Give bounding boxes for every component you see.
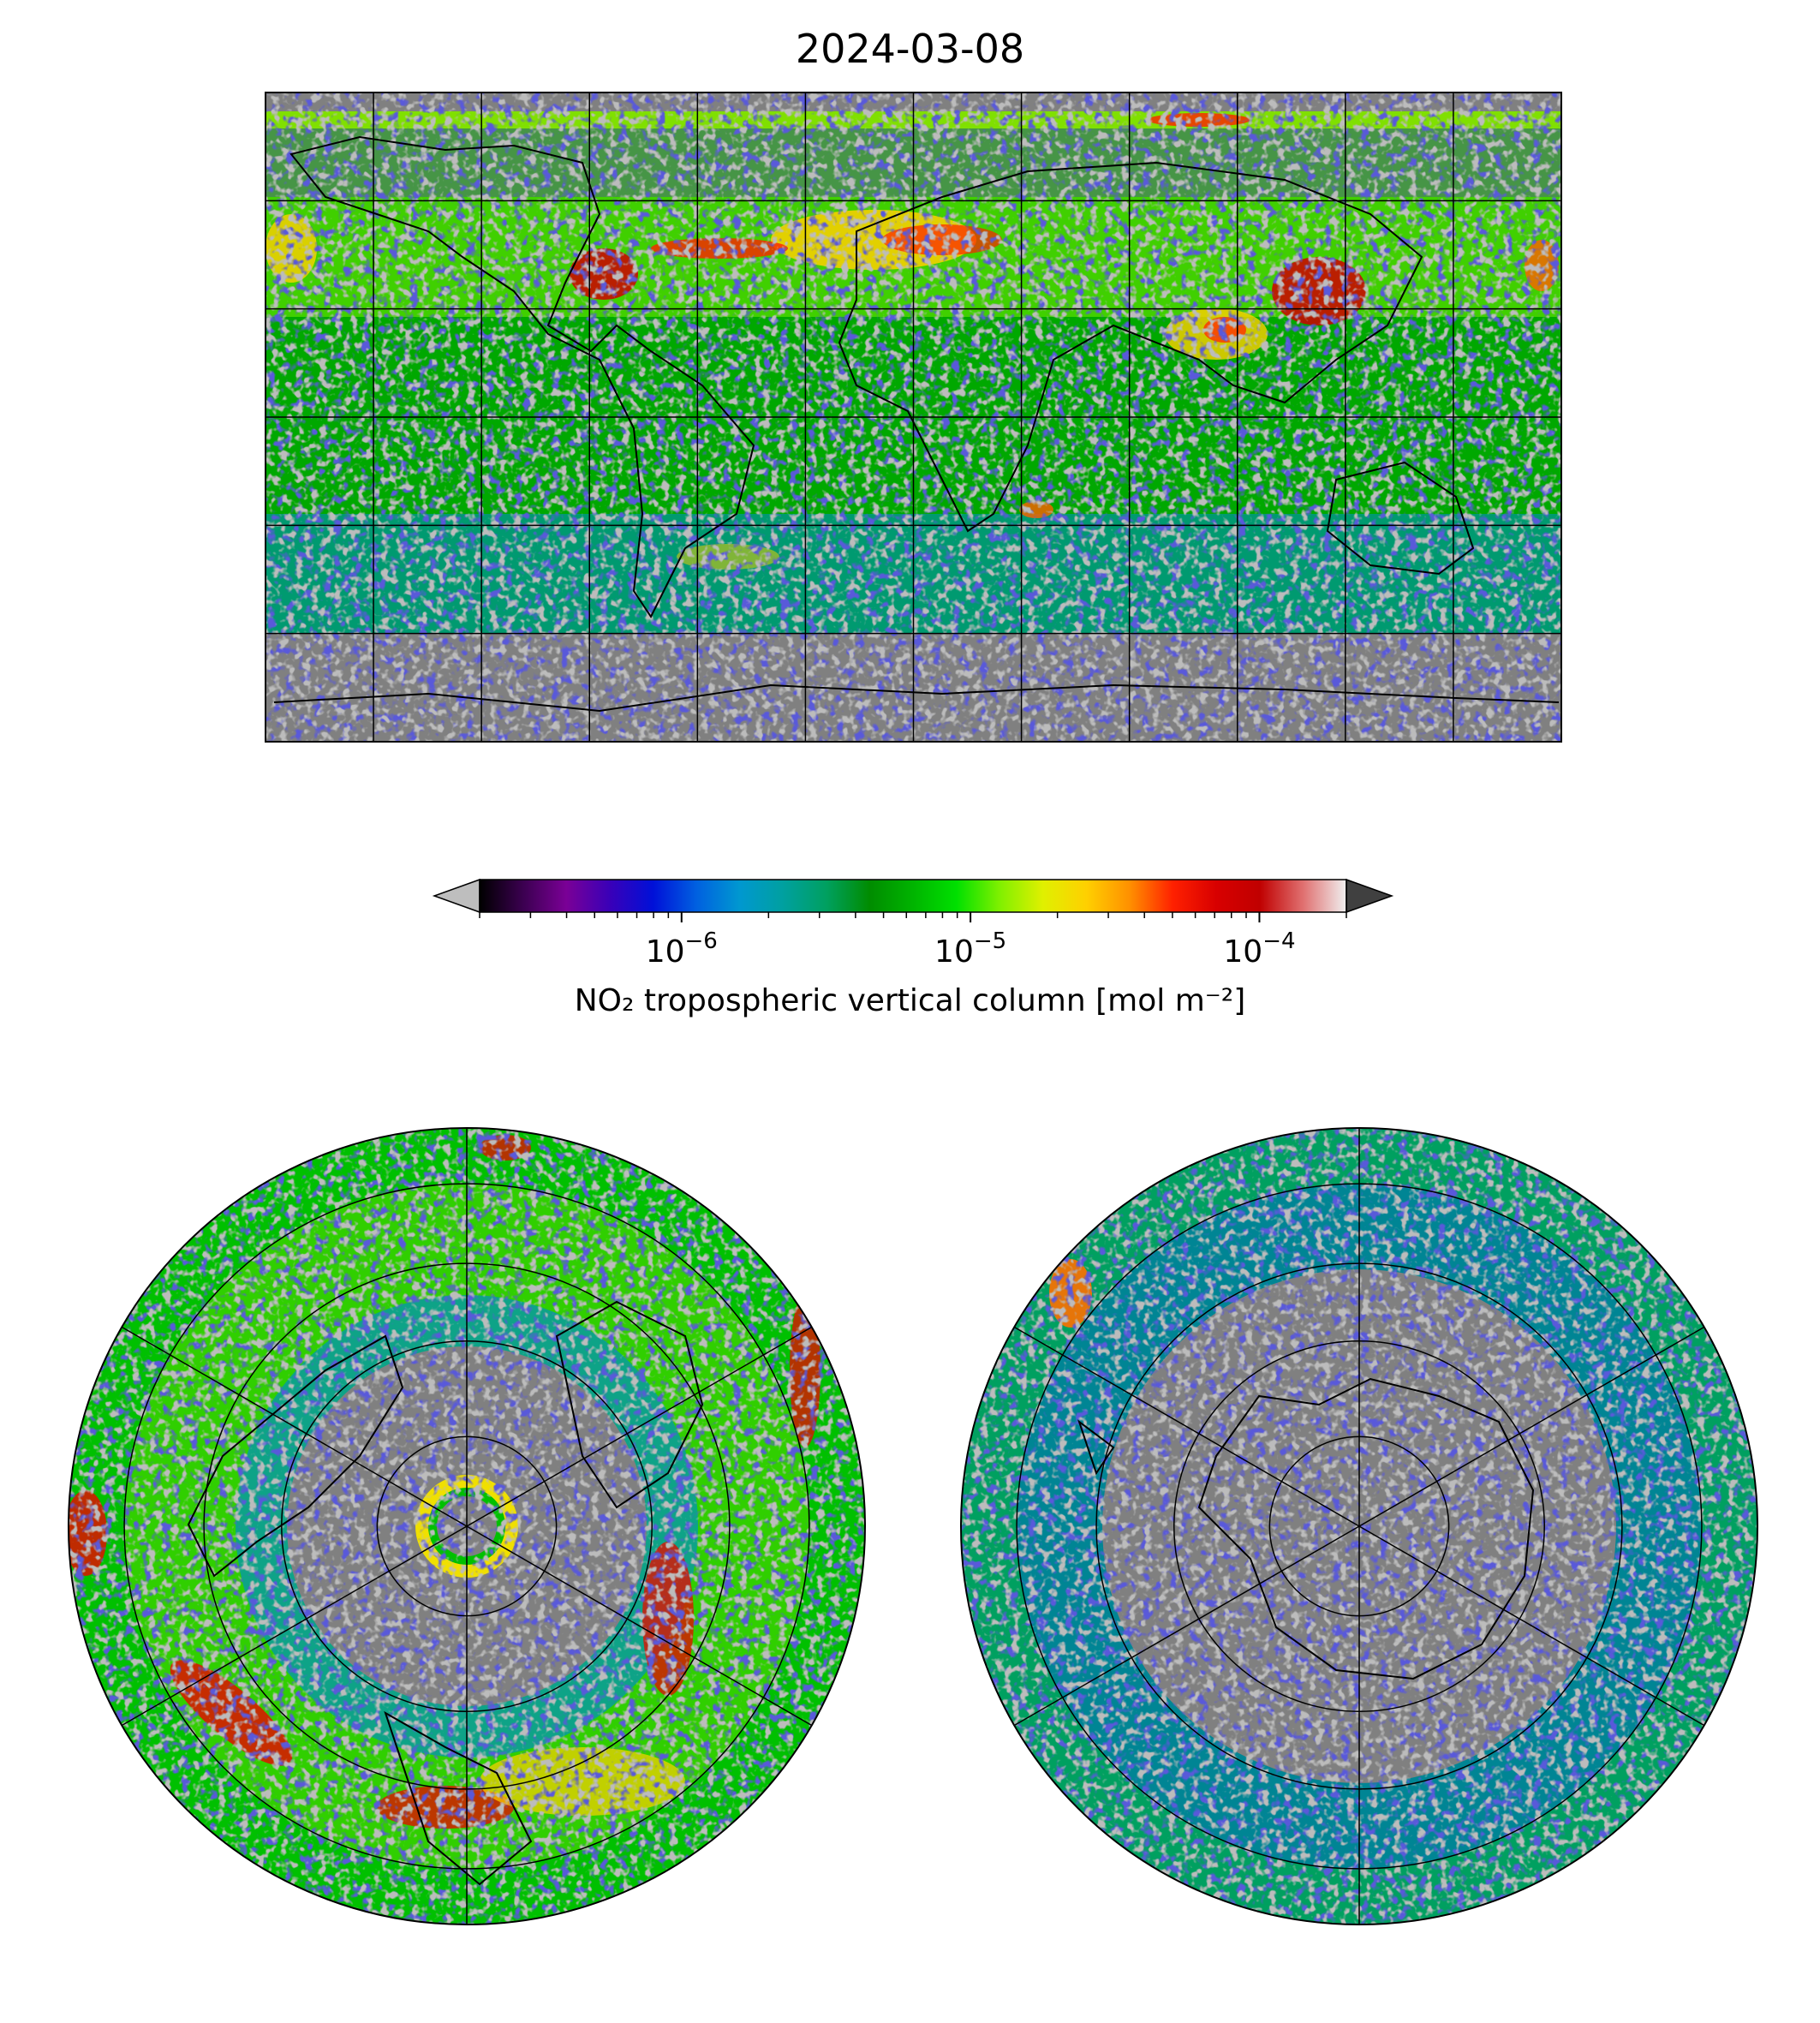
global-map-frame xyxy=(265,92,1562,743)
meridian-line xyxy=(466,1326,813,1527)
colorbar: 10−6 10−5 10−4 xyxy=(432,878,1394,970)
colorbar-gradient xyxy=(480,880,1346,912)
meridian-line xyxy=(121,1326,468,1527)
colorbar-ticks: 10−6 10−5 10−4 xyxy=(479,912,1347,970)
global-map xyxy=(266,92,1561,742)
meridian-line xyxy=(121,1525,468,1727)
meridian-line xyxy=(1013,1326,1360,1527)
colorbar-tick-label: 10−6 xyxy=(646,928,718,970)
meridian-line xyxy=(1013,1525,1360,1727)
south-polar-frame xyxy=(960,1127,1758,1925)
colorbar-tick-label: 10−4 xyxy=(1223,928,1295,970)
colorbar-over-extension xyxy=(1346,878,1394,914)
colorbar-tick-label: 10−5 xyxy=(934,928,1006,970)
north-polar-map xyxy=(69,1128,865,1925)
colorbar-under-extension xyxy=(432,878,480,914)
meridian-line xyxy=(1358,1525,1705,1727)
north-polar-frame xyxy=(68,1127,866,1925)
figure-title: 2024-03-08 xyxy=(795,26,1025,72)
colorbar-label: NO₂ tropospheric vertical column [mol m⁻… xyxy=(574,983,1246,1018)
meridian-line xyxy=(1358,1326,1705,1527)
south-polar-map xyxy=(961,1128,1757,1925)
meridian-line xyxy=(466,1525,813,1727)
colorbar-frame xyxy=(479,879,1347,913)
